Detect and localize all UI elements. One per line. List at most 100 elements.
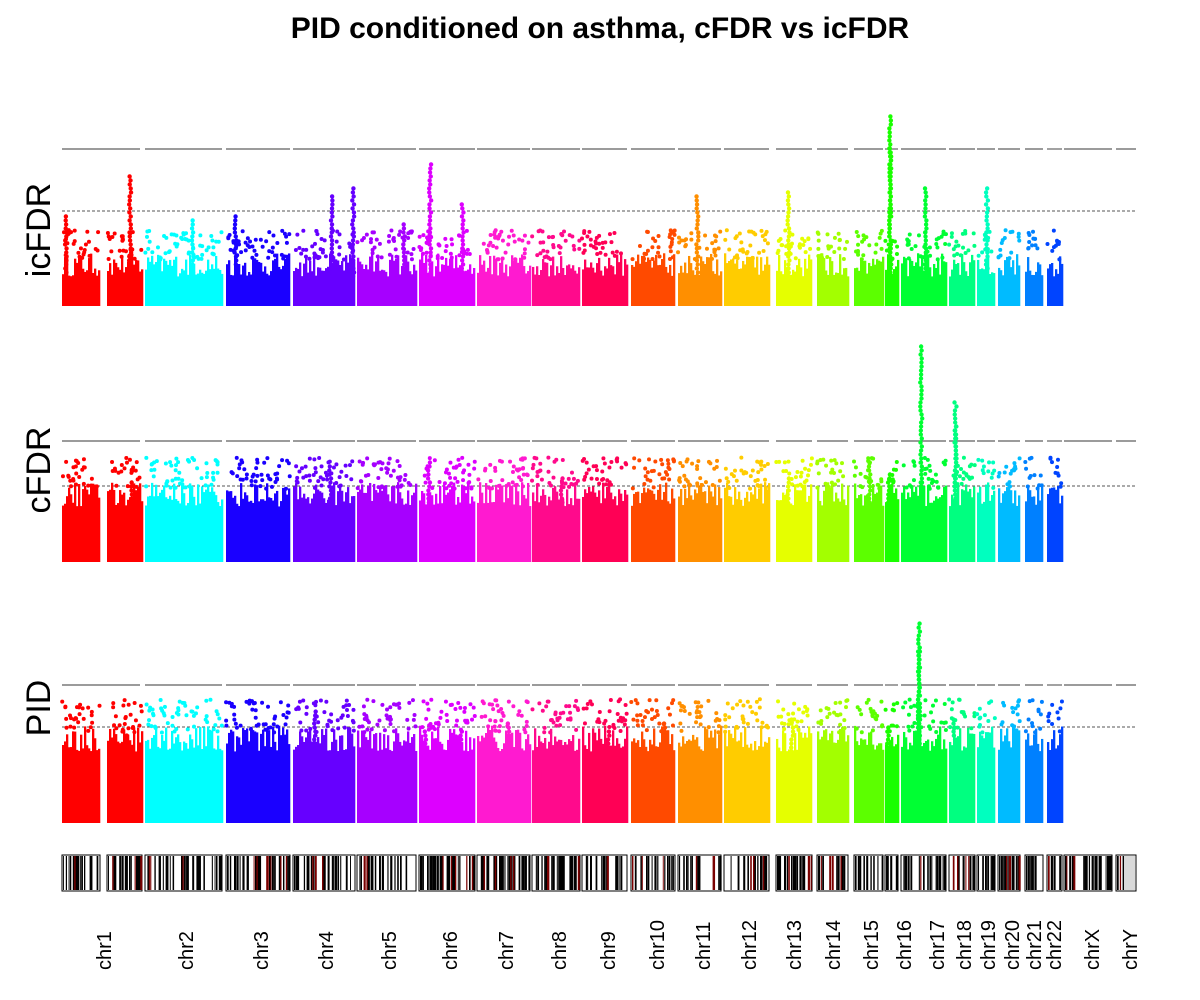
signal-column (963, 746, 966, 823)
peak-point (952, 725, 957, 730)
data-point (559, 231, 564, 236)
data-point (952, 253, 957, 258)
signal-column (445, 257, 448, 306)
signal-column (215, 495, 218, 562)
peak-point (887, 130, 892, 135)
data-point (295, 480, 300, 485)
data-point (698, 476, 703, 481)
signal-column (929, 267, 932, 306)
data-point (94, 484, 99, 489)
data-point (343, 463, 348, 468)
ideogram-band (75, 856, 78, 890)
peak-point (428, 210, 434, 215)
data-point (444, 712, 449, 717)
data-point (635, 718, 640, 723)
data-point (548, 730, 553, 735)
data-point (799, 719, 804, 724)
data-point (387, 456, 392, 461)
signal-column (790, 748, 793, 823)
peak-chr6 (427, 162, 434, 279)
peak-point (953, 484, 958, 489)
data-point (266, 255, 271, 260)
data-point (398, 484, 403, 489)
signal-column (353, 261, 356, 306)
signal-column (684, 743, 687, 823)
series-chr6 (419, 697, 477, 823)
data-point (247, 701, 252, 706)
ideogram-band (968, 856, 970, 890)
ideogram-band (803, 856, 806, 890)
signal-column (862, 505, 865, 562)
data-point (299, 251, 304, 256)
data-point (912, 721, 917, 726)
signal-column (199, 269, 202, 306)
signal-column (600, 503, 603, 562)
data-point (827, 711, 832, 716)
ideogram-band (84, 856, 86, 890)
peak-point (127, 218, 132, 223)
data-point (467, 480, 472, 485)
signal-column (195, 505, 198, 562)
data-point (784, 468, 789, 473)
signal-column (211, 730, 214, 823)
peak-chr9 (605, 729, 612, 754)
signal-column (837, 498, 840, 562)
peak-chr7 (505, 721, 512, 754)
signal-column (959, 505, 962, 562)
signal-column (825, 270, 828, 306)
data-point (135, 477, 140, 482)
signal-column (880, 485, 883, 562)
signal-column (718, 734, 721, 823)
peak-point (232, 222, 238, 227)
ideogram-band (499, 856, 501, 890)
series-chr8 (530, 455, 581, 562)
peak-point (953, 436, 959, 441)
signal-column (780, 500, 783, 562)
signal-column (758, 274, 761, 306)
signal-column (728, 260, 731, 306)
data-point (281, 712, 286, 717)
ideogram-band (493, 856, 496, 890)
signal-column (153, 735, 156, 823)
data-point (670, 255, 675, 260)
data-point (249, 699, 254, 704)
signal-column (750, 257, 753, 306)
peak-point (785, 214, 791, 219)
signal-column (821, 505, 824, 562)
data-point (695, 464, 700, 469)
data-point (1026, 231, 1031, 236)
signal-column (552, 256, 555, 306)
signal-column (874, 749, 877, 823)
signal-column (802, 276, 805, 306)
signal-column (163, 485, 166, 562)
data-point (232, 712, 237, 717)
signal-column (578, 738, 581, 823)
data-point (1010, 723, 1015, 728)
data-point (684, 237, 689, 242)
signal-column (335, 505, 338, 562)
peak-point (350, 198, 355, 203)
data-point (844, 239, 849, 244)
signal-column (1037, 485, 1040, 562)
data-point (327, 459, 332, 464)
data-point (133, 718, 138, 723)
signal-column (361, 730, 364, 823)
ideogram-band (65, 856, 67, 890)
signal-column (750, 743, 753, 823)
peak-point (952, 440, 957, 445)
data-point (1026, 245, 1031, 250)
signal-column (659, 742, 662, 823)
peak-point (887, 198, 893, 203)
data-point (704, 246, 709, 251)
data-point (472, 714, 477, 719)
peak-point (505, 733, 511, 738)
ideogram-band (1095, 856, 1098, 890)
data-point (565, 717, 570, 722)
data-point (445, 718, 450, 723)
ideogram-band (683, 856, 685, 890)
data-point (656, 233, 661, 238)
ideogram-band (446, 856, 449, 890)
ideogram-band (866, 856, 869, 890)
data-point (665, 458, 670, 463)
signal-column (256, 732, 259, 823)
